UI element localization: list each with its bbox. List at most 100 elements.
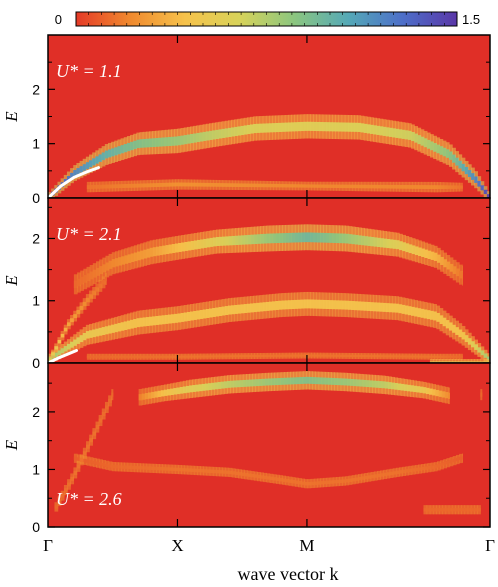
- band-core: [367, 475, 372, 479]
- y-tick-label: 1: [32, 461, 40, 477]
- band-core: [285, 479, 290, 483]
- band-core: [306, 121, 311, 131]
- band-core: [427, 185, 432, 190]
- panel-3: 0 1 2 E U* = 2.6: [2, 362, 491, 535]
- band-core: [200, 469, 204, 473]
- band-core: [250, 124, 254, 134]
- band-core: [273, 183, 277, 188]
- band-core: [241, 235, 245, 245]
- band-core: [345, 233, 350, 244]
- band-core: [436, 464, 441, 468]
- band-core: [433, 252, 438, 261]
- band-core: [137, 466, 141, 470]
- band-core: [415, 355, 419, 358]
- band-core: [89, 330, 93, 338]
- band-core: [455, 327, 460, 335]
- band-core: [184, 355, 189, 358]
- band-core: [219, 183, 224, 187]
- band-core: [235, 183, 239, 187]
- band-core: [178, 242, 182, 252]
- band-core: [414, 246, 419, 256]
- band-core: [347, 300, 352, 310]
- band-core: [379, 302, 384, 312]
- band-core: [208, 383, 212, 391]
- band-core: [425, 387, 430, 395]
- band-core: [141, 393, 146, 400]
- band-core: [400, 383, 405, 391]
- band-core: [239, 380, 244, 388]
- x-tick-label: X: [171, 536, 183, 555]
- band-core: [384, 381, 389, 389]
- band-core: [423, 309, 428, 319]
- band-core: [332, 300, 336, 310]
- band-core: [443, 185, 448, 189]
- band-core: [167, 389, 171, 396]
- band-core: [193, 240, 198, 250]
- band-edge-streak: [48, 272, 107, 363]
- band-core: [231, 235, 236, 246]
- band-core: [265, 123, 270, 133]
- band-core: [213, 183, 217, 187]
- band-core: [325, 300, 330, 309]
- band-core: [430, 185, 435, 190]
- band-core: [391, 382, 395, 390]
- band-core: [388, 127, 393, 137]
- band-core: [108, 464, 113, 468]
- band-core: [63, 346, 68, 352]
- band-core: [458, 160, 463, 169]
- band-glow: [436, 359, 440, 363]
- band-core: [389, 239, 394, 249]
- band-core: [250, 234, 255, 245]
- band-core: [408, 468, 413, 473]
- band-core: [146, 466, 151, 470]
- band-core: [234, 126, 239, 137]
- band-core: [172, 355, 176, 358]
- y-axis-label: E: [2, 439, 21, 451]
- band-core: [152, 316, 156, 326]
- colorbar: 0 1.5: [55, 11, 480, 27]
- band-core: [408, 185, 413, 189]
- band-core: [202, 309, 207, 319]
- band-core: [340, 378, 345, 386]
- band-core: [105, 355, 110, 358]
- band-core: [328, 300, 333, 310]
- band-core: [163, 389, 168, 396]
- band-core: [223, 381, 228, 389]
- band-core: [282, 233, 287, 243]
- band-core: [275, 301, 280, 310]
- band-core: [73, 470, 78, 475]
- band-core: [95, 425, 100, 430]
- band-core: [76, 310, 81, 315]
- band-core: [114, 258, 119, 267]
- band-core: [215, 307, 220, 317]
- band-core: [228, 236, 233, 246]
- band-core: [459, 270, 463, 279]
- band-core: [307, 184, 312, 188]
- band-core: [206, 238, 211, 248]
- band-core: [66, 343, 71, 350]
- band-core: [250, 473, 255, 478]
- band-core: [452, 458, 457, 463]
- band-core: [354, 301, 358, 311]
- band-core: [336, 354, 341, 357]
- band-core: [351, 477, 356, 482]
- band-glow: [433, 359, 437, 363]
- band-core: [203, 238, 208, 248]
- band-core: [324, 377, 329, 385]
- band-core: [313, 232, 318, 243]
- band-core: [79, 457, 84, 462]
- band-core: [445, 320, 450, 329]
- band-core: [477, 180, 482, 187]
- band-core: [429, 388, 433, 395]
- band-core: [407, 130, 412, 140]
- band-core: [244, 473, 249, 477]
- band-core: [118, 184, 123, 189]
- band-core: [247, 234, 252, 245]
- band-core: [364, 184, 369, 189]
- band-glow: [483, 359, 488, 363]
- band-core: [54, 505, 59, 509]
- band-core: [240, 304, 245, 314]
- band-core: [92, 329, 96, 338]
- band-core: [291, 479, 296, 484]
- band-core: [275, 233, 280, 244]
